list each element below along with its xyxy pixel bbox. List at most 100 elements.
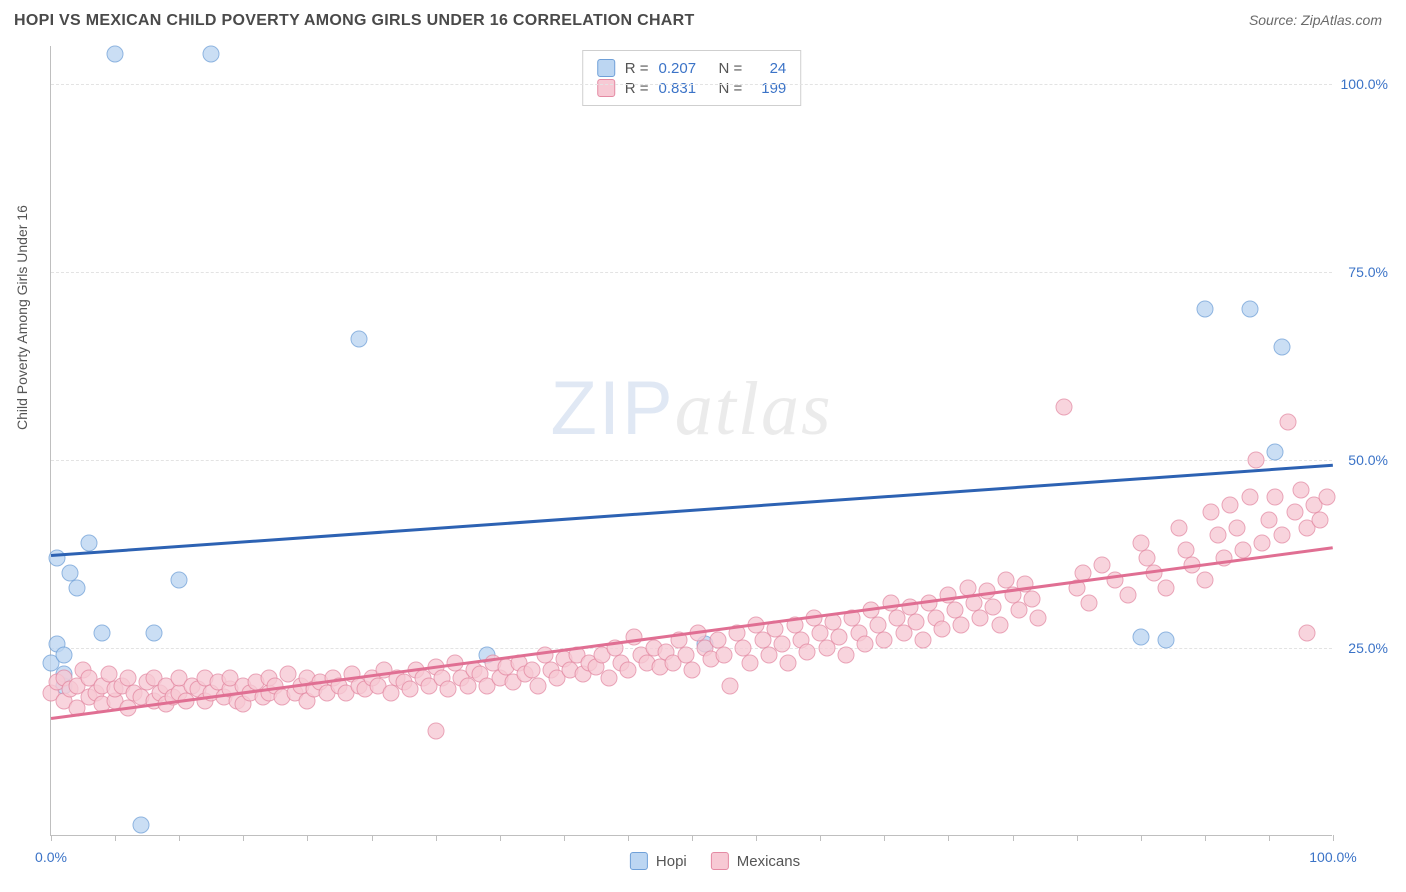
data-point — [132, 816, 149, 833]
data-point — [1260, 512, 1277, 529]
x-tick — [436, 835, 437, 841]
gridline — [51, 460, 1332, 461]
data-point — [1158, 632, 1175, 649]
data-point — [1267, 444, 1284, 461]
legend-n-value: 199 — [752, 80, 786, 97]
data-point — [985, 598, 1002, 615]
data-point — [1292, 481, 1309, 498]
data-point — [68, 579, 85, 596]
gridline — [51, 84, 1332, 85]
data-point — [933, 621, 950, 638]
watermark: ZIPatlas — [550, 365, 832, 453]
data-point — [1158, 579, 1175, 596]
data-point — [1132, 628, 1149, 645]
data-point — [55, 647, 72, 664]
data-point — [1241, 489, 1258, 506]
data-point — [1023, 591, 1040, 608]
x-tick — [115, 835, 116, 841]
data-point — [81, 534, 98, 551]
data-point — [1196, 572, 1213, 589]
data-point — [857, 636, 874, 653]
data-point — [1196, 301, 1213, 318]
legend-n-label: N = — [719, 80, 743, 97]
data-point — [831, 628, 848, 645]
data-point — [1171, 519, 1188, 536]
legend-swatch — [597, 79, 615, 97]
data-point — [1119, 587, 1136, 604]
data-point — [1312, 512, 1329, 529]
source-label: Source: — [1249, 12, 1297, 28]
legend-stats-row: R =0.207N =24 — [597, 59, 787, 77]
x-tick — [1269, 835, 1270, 841]
x-tick-label: 100.0% — [1309, 849, 1356, 865]
data-point — [1273, 338, 1290, 355]
source-value: ZipAtlas.com — [1301, 12, 1382, 28]
x-tick-label: 0.0% — [35, 849, 67, 865]
x-tick — [628, 835, 629, 841]
data-point — [1280, 414, 1297, 431]
data-point — [1241, 301, 1258, 318]
data-point — [1254, 534, 1271, 551]
data-point — [600, 670, 617, 687]
legend-n-value: 24 — [752, 60, 786, 77]
y-axis-title: Child Poverty Among Girls Under 16 — [14, 205, 30, 430]
data-point — [171, 572, 188, 589]
data-point — [684, 662, 701, 679]
x-tick — [692, 835, 693, 841]
data-point — [619, 662, 636, 679]
data-point — [203, 45, 220, 62]
data-point — [1318, 489, 1335, 506]
data-point — [145, 624, 162, 641]
data-point — [953, 617, 970, 634]
data-point — [773, 636, 790, 653]
x-tick — [1333, 835, 1334, 841]
x-tick — [1141, 835, 1142, 841]
data-point — [1299, 624, 1316, 641]
data-point — [780, 654, 797, 671]
data-point — [716, 647, 733, 664]
x-tick — [884, 835, 885, 841]
data-point — [1273, 527, 1290, 544]
y-tick-label: 75.0% — [1348, 264, 1388, 280]
data-point — [350, 331, 367, 348]
data-point — [1248, 451, 1265, 468]
data-point — [1094, 557, 1111, 574]
legend-stats: R =0.207N =24R =0.831N =199 — [582, 50, 802, 106]
x-tick — [307, 835, 308, 841]
x-tick — [756, 835, 757, 841]
watermark-atlas: atlas — [675, 367, 833, 451]
x-tick — [564, 835, 565, 841]
x-tick — [179, 835, 180, 841]
data-point — [876, 632, 893, 649]
y-tick-label: 100.0% — [1341, 76, 1388, 92]
legend-series-item: Mexicans — [711, 852, 800, 870]
data-point — [1209, 527, 1226, 544]
data-point — [741, 654, 758, 671]
x-tick — [372, 835, 373, 841]
legend-series-label: Hopi — [656, 853, 687, 870]
data-point — [1228, 519, 1245, 536]
y-tick-label: 25.0% — [1348, 640, 1388, 656]
data-point — [991, 617, 1008, 634]
data-point — [1030, 609, 1047, 626]
chart-title: HOPI VS MEXICAN CHILD POVERTY AMONG GIRL… — [14, 12, 695, 30]
y-tick-label: 50.0% — [1348, 452, 1388, 468]
legend-r-value: 0.207 — [659, 60, 709, 77]
x-tick — [948, 835, 949, 841]
x-tick — [1205, 835, 1206, 841]
legend-series: Hopi Mexicans — [630, 852, 800, 870]
gridline — [51, 272, 1332, 273]
data-point — [427, 722, 444, 739]
source-attribution: Source: ZipAtlas.com — [1249, 12, 1382, 30]
x-tick — [500, 835, 501, 841]
x-tick — [51, 835, 52, 841]
data-point — [908, 613, 925, 630]
legend-swatch — [711, 852, 729, 870]
data-point — [94, 624, 111, 641]
data-point — [1286, 504, 1303, 521]
x-tick — [1077, 835, 1078, 841]
x-tick — [243, 835, 244, 841]
plot-container: ZIPatlas R =0.207N =24R =0.831N =199 25.… — [50, 46, 1380, 836]
legend-series-item: Hopi — [630, 852, 687, 870]
x-tick — [820, 835, 821, 841]
